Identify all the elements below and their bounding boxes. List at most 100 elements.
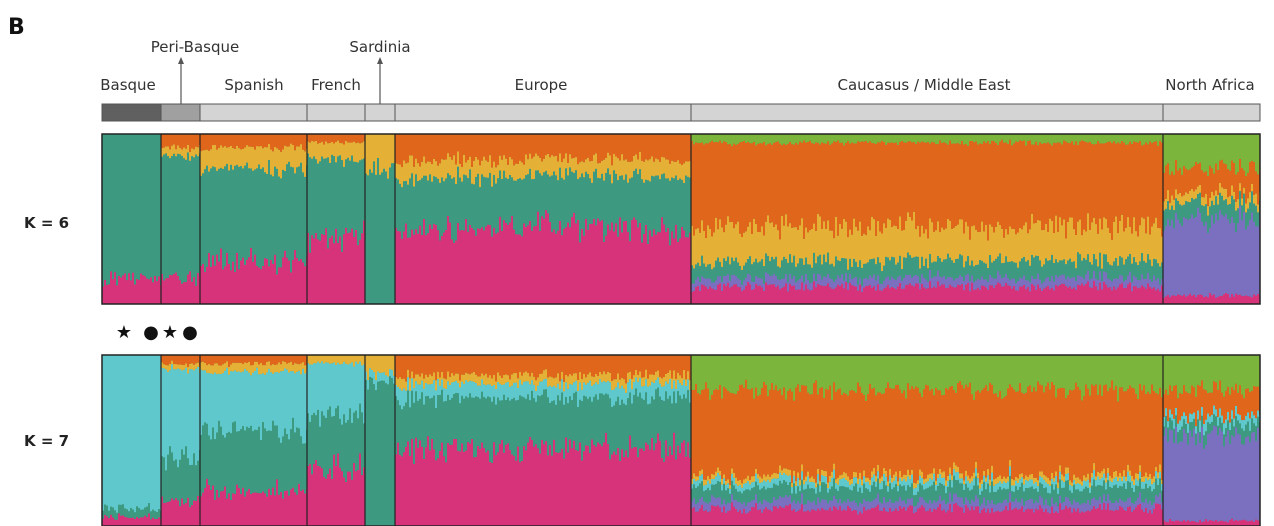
admix-bar-orange [1157, 145, 1160, 229]
admix-bar-yellow [551, 155, 554, 176]
admix-bar-magenta [927, 288, 930, 304]
admix-bar-purple [795, 503, 798, 513]
admix-bar-yellow [749, 222, 752, 257]
admix-bar-magenta [985, 287, 988, 304]
admix-bar-yellow [903, 229, 906, 258]
admix-bar-orange [849, 390, 852, 480]
admix-bar-orange [497, 355, 500, 373]
admix-bar-magenta [465, 219, 468, 304]
admix-bar-cyan [729, 488, 732, 494]
admix-bar-orange [1137, 142, 1140, 237]
admix-bar-yellow [323, 355, 326, 364]
admix-bar-orange [1223, 163, 1226, 189]
admix-bar-yellow [339, 355, 342, 365]
admix-bar-teal [185, 159, 188, 282]
admix-bar-magenta [639, 448, 642, 526]
admix-bar-orange [429, 134, 432, 162]
admix-bar-green [773, 355, 776, 390]
admix-bar-magenta [315, 459, 318, 526]
admix-bar-yellow [713, 232, 716, 268]
admix-bar-teal [1169, 209, 1172, 226]
admix-bar-yellow [519, 371, 522, 380]
admix-bar-teal [246, 162, 249, 260]
admix-bar-green [861, 355, 864, 393]
admix-bar-magenta [483, 230, 486, 304]
admix-bar-teal [399, 183, 402, 232]
admix-bar-yellow [701, 469, 704, 475]
admix-bar-green [963, 134, 966, 145]
admix-bar-yellow [363, 141, 366, 159]
admix-bar-magenta [877, 504, 880, 526]
admix-bar-orange [541, 355, 544, 374]
admix-bar-teal [146, 134, 149, 279]
admix-bar-orange [773, 142, 776, 227]
admix-bar-green [1211, 134, 1214, 169]
admix-bar-magenta [284, 250, 287, 304]
admix-bar-magenta [901, 288, 904, 304]
admix-bar-teal [983, 262, 986, 280]
admix-bar-orange [1201, 170, 1204, 198]
admix-bar-green [1161, 134, 1164, 143]
admix-bar-yellow [437, 165, 440, 179]
admix-bar-teal [232, 422, 235, 494]
admix-bar-cyan [839, 479, 842, 487]
admix-bar-yellow [909, 475, 912, 480]
admix-bar-magenta [521, 460, 524, 526]
admix-bar-green [983, 134, 986, 142]
admix-bar-magenta [883, 288, 886, 304]
admix-bar-teal [413, 186, 416, 235]
dot-marker: ● [182, 322, 198, 343]
admix-bar-cyan [317, 361, 320, 410]
admix-bar-yellow [831, 471, 834, 478]
admix-bar-cyan [699, 475, 702, 484]
admix-bar-cyan [519, 379, 522, 396]
admix-bar-purple [1069, 278, 1072, 287]
admix-bar-orange [963, 144, 966, 234]
admix-bar-magenta [775, 287, 778, 304]
admix-bar-teal [483, 396, 486, 448]
admix-bar-orange [1085, 142, 1088, 232]
admix-bar-yellow [793, 470, 796, 476]
admix-bar-purple [979, 279, 982, 290]
admix-bar-magenta [481, 442, 484, 526]
admix-bar-yellow [593, 154, 596, 172]
admix-bar-orange [214, 134, 217, 145]
admix-bar-teal [250, 168, 253, 248]
admix-bar-orange [1017, 142, 1020, 233]
admix-bar-orange [1045, 143, 1048, 224]
admix-bar-orange [1005, 142, 1008, 230]
admix-bar-cyan [104, 355, 107, 505]
admix-bar-magenta [599, 444, 602, 526]
admix-bar-magenta [581, 460, 584, 526]
admix-bar-teal [543, 389, 546, 445]
admix-bar-magenta [563, 458, 566, 526]
admix-bar-orange [597, 134, 600, 164]
admix-bar-orange [1009, 139, 1012, 227]
admix-bar-teal [779, 480, 782, 496]
admix-bar-green [803, 134, 806, 141]
admix-bar-magenta [531, 230, 534, 304]
admix-bar-teal [817, 483, 820, 498]
admix-bar-magenta [148, 513, 151, 526]
admix-bar-teal [865, 263, 868, 278]
admix-bar-magenta [230, 270, 233, 304]
admix-bar-orange [867, 394, 870, 478]
admix-bar-orange [557, 134, 560, 162]
admix-bar-yellow [415, 158, 418, 175]
admix-bar-purple [851, 501, 854, 511]
admix-bar-magenta [705, 510, 708, 526]
admix-bar-magenta [857, 514, 860, 526]
admix-bar-orange [189, 355, 192, 364]
admix-bar-orange [331, 134, 334, 142]
admix-bar-magenta [169, 501, 172, 526]
admix-bar-cyan [601, 382, 604, 394]
admix-bar-purple [1113, 278, 1116, 287]
admix-bar-purple [859, 278, 862, 285]
admix-bar-yellow [629, 371, 632, 380]
admix-bar-purple [939, 276, 942, 287]
admix-bar-magenta [971, 282, 974, 304]
admix-bar-teal [777, 485, 780, 499]
admix-bar-purple [761, 504, 764, 513]
admix-bar-yellow [252, 146, 255, 171]
admix-bar-cyan [819, 485, 822, 492]
